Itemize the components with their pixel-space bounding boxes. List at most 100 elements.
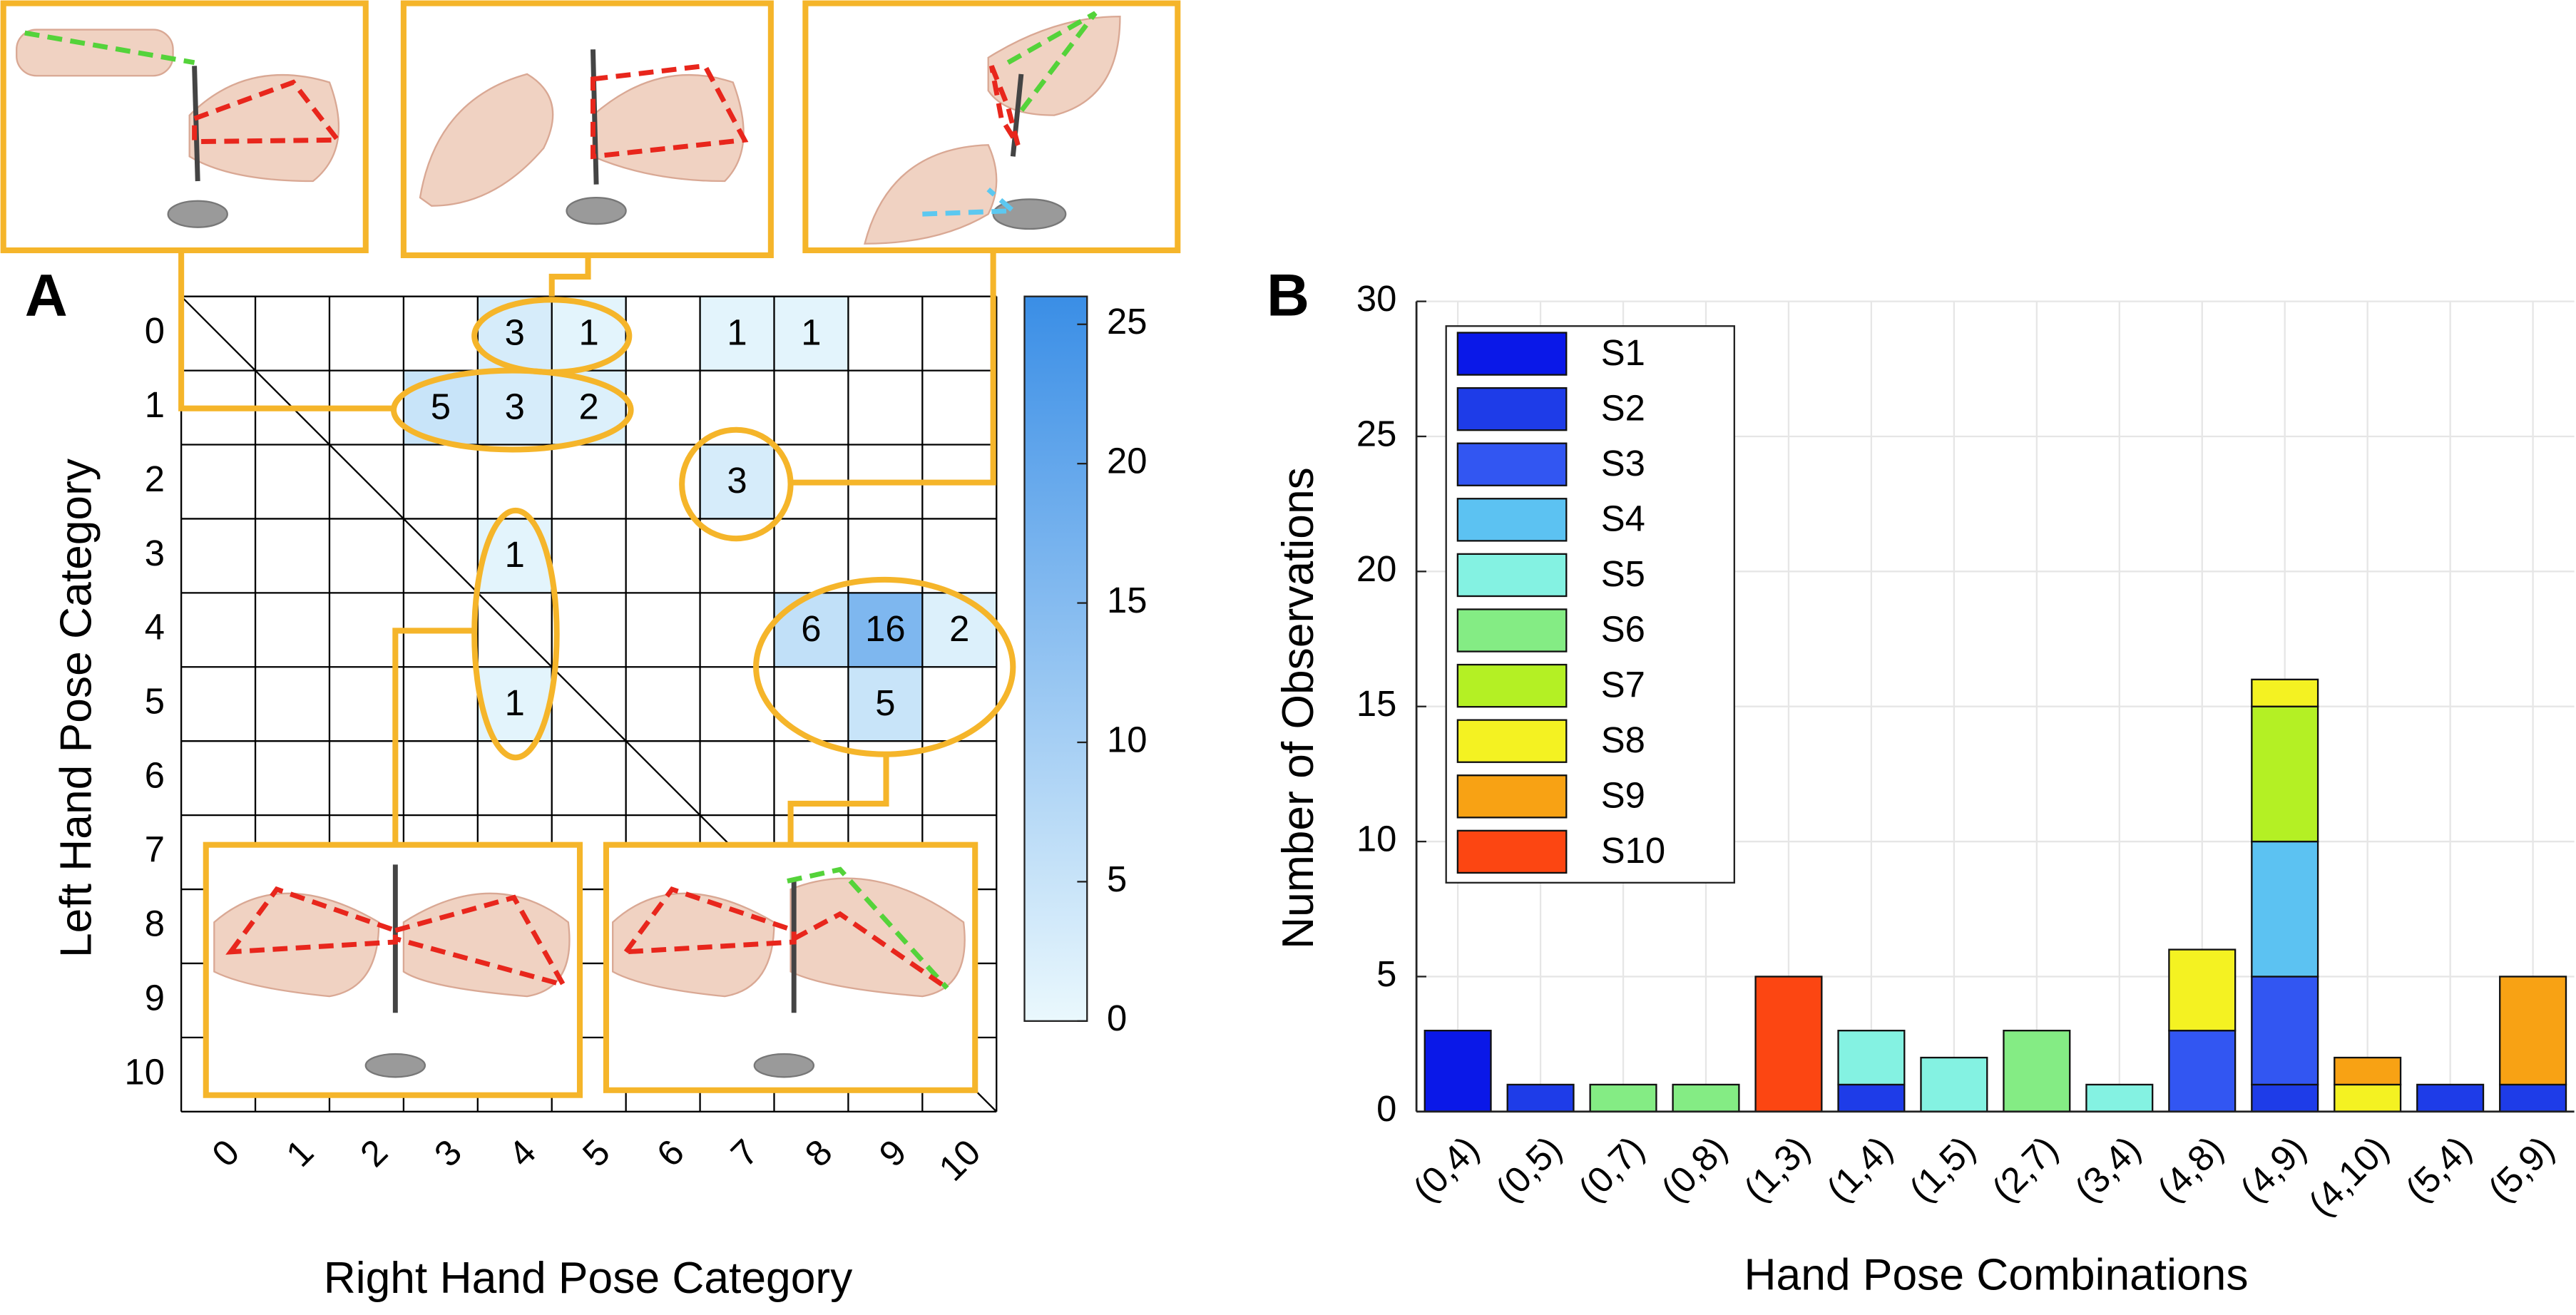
colorbar-tick-label: 25 <box>1107 301 1148 342</box>
legend-label: S4 <box>1601 498 1645 539</box>
cell-label: 1 <box>801 312 821 352</box>
bar-segment <box>2251 705 2319 843</box>
x-tick-label: 7 <box>723 1132 766 1175</box>
connector <box>790 250 996 486</box>
cell-label: 1 <box>505 534 525 575</box>
bar-segment <box>2251 976 2319 1086</box>
x-axis-label: Right Hand Pose Category <box>324 1254 853 1303</box>
colorbar-tick-label: 5 <box>1107 859 1127 899</box>
bar-segment <box>2251 1083 2319 1112</box>
heat-cell <box>774 593 849 667</box>
y-tick-label: 8 <box>145 903 165 943</box>
cell-label: 1 <box>727 312 747 352</box>
cell-label: 3 <box>505 386 525 426</box>
bar-segment <box>2085 1083 2154 1112</box>
y-axis-label: Number of Observations <box>1274 467 1323 949</box>
legend-swatch <box>1456 387 1568 431</box>
legend-swatch <box>1456 608 1568 653</box>
legend-swatch <box>1456 442 1568 486</box>
bar-segment <box>1920 1056 1988 1112</box>
y-tick-label: 1 <box>145 384 165 425</box>
legend-swatch <box>1456 719 1568 763</box>
legend-label: S1 <box>1601 332 1645 373</box>
bar-segment <box>2251 840 2319 978</box>
x-tick-label: (5,9) <box>2480 1128 2562 1209</box>
legend-swatch <box>1456 332 1568 376</box>
heat-cell <box>477 370 552 445</box>
heat-cell <box>700 296 775 371</box>
y-tick-label: 5 <box>1376 953 1396 994</box>
x-tick-label: 9 <box>871 1132 914 1175</box>
y-tick-label: 4 <box>145 607 165 648</box>
x-tick-label: 5 <box>575 1132 618 1175</box>
heat-cell <box>848 593 923 667</box>
cell-label: 5 <box>875 682 895 723</box>
x-tick-label: (1,4) <box>1819 1128 1900 1209</box>
x-tick-label: 1 <box>278 1132 321 1175</box>
legend-swatch <box>1456 553 1568 598</box>
cell-label: 3 <box>505 312 525 352</box>
legend-swatch <box>1456 774 1568 819</box>
cell-label: 16 <box>865 608 906 649</box>
heat-cell <box>700 444 775 519</box>
y-tick-label: 7 <box>145 829 165 870</box>
legend-label: S7 <box>1601 664 1645 705</box>
y-tick-label: 5 <box>145 681 165 722</box>
x-tick-label: 6 <box>649 1132 692 1175</box>
x-tick-label: (1,3) <box>1736 1128 1817 1209</box>
colorbar-tick-label: 20 <box>1107 441 1148 481</box>
x-axis-label: Hand Pose Combinations <box>1744 1251 2249 1300</box>
connector <box>548 255 591 297</box>
x-tick-label: (4,8) <box>2150 1128 2231 1209</box>
y-tick-label: 15 <box>1356 683 1397 724</box>
x-tick-label: 3 <box>426 1132 469 1175</box>
cell-label: 5 <box>431 386 451 426</box>
x-tick-label: 4 <box>501 1132 543 1175</box>
bar-segment <box>1837 1083 1906 1112</box>
photo <box>802 0 1181 254</box>
y-tick-label: 25 <box>1356 413 1397 454</box>
y-tick-label: 30 <box>1356 278 1397 319</box>
connector <box>392 628 475 845</box>
bar-segment <box>1424 1030 1492 1112</box>
legend-label: S9 <box>1601 775 1645 816</box>
cell-label: 1 <box>579 312 599 352</box>
y-tick-label: 0 <box>1376 1088 1396 1129</box>
panel-label: B <box>1267 262 1309 328</box>
bar-segment <box>2168 1030 2237 1112</box>
bar-segment <box>2003 1030 2071 1112</box>
panel-label: A <box>25 262 68 328</box>
photo <box>400 0 774 258</box>
bar-segment <box>2499 1083 2567 1112</box>
colorbar-tick-label: 15 <box>1107 580 1148 620</box>
legend-swatch <box>1456 663 1568 708</box>
highlight <box>679 426 794 542</box>
y-tick-label: 2 <box>145 459 165 499</box>
bar-segment <box>2251 678 2319 707</box>
cell-label: 3 <box>727 460 747 501</box>
photo <box>0 0 369 254</box>
bar-segment <box>2168 948 2237 1032</box>
x-tick-label: (3,4) <box>2067 1128 2148 1209</box>
x-tick-label: (0,8) <box>1653 1128 1734 1209</box>
bar-segment <box>2416 1083 2485 1112</box>
colorbar-tick-label: 0 <box>1107 998 1127 1038</box>
bar-segment <box>1589 1083 1657 1112</box>
legend-label: S5 <box>1601 553 1645 594</box>
y-tick-label: 0 <box>145 310 165 351</box>
x-tick-label: (4,10) <box>2301 1128 2396 1224</box>
y-tick-label: 9 <box>145 977 165 1018</box>
bar-segment <box>2334 1083 2402 1112</box>
x-tick-label: 8 <box>797 1132 840 1175</box>
legend-label: S3 <box>1601 443 1645 483</box>
colorbar <box>1023 295 1088 1022</box>
heat-cell <box>774 296 849 371</box>
colorbar-tick-label: 10 <box>1107 719 1148 759</box>
x-tick-label: (5,4) <box>2398 1128 2479 1209</box>
x-tick-label: (2,7) <box>1984 1128 2065 1209</box>
x-tick-label: (1,5) <box>1901 1128 1983 1209</box>
legend-label: S2 <box>1601 387 1645 428</box>
photo <box>603 841 978 1093</box>
